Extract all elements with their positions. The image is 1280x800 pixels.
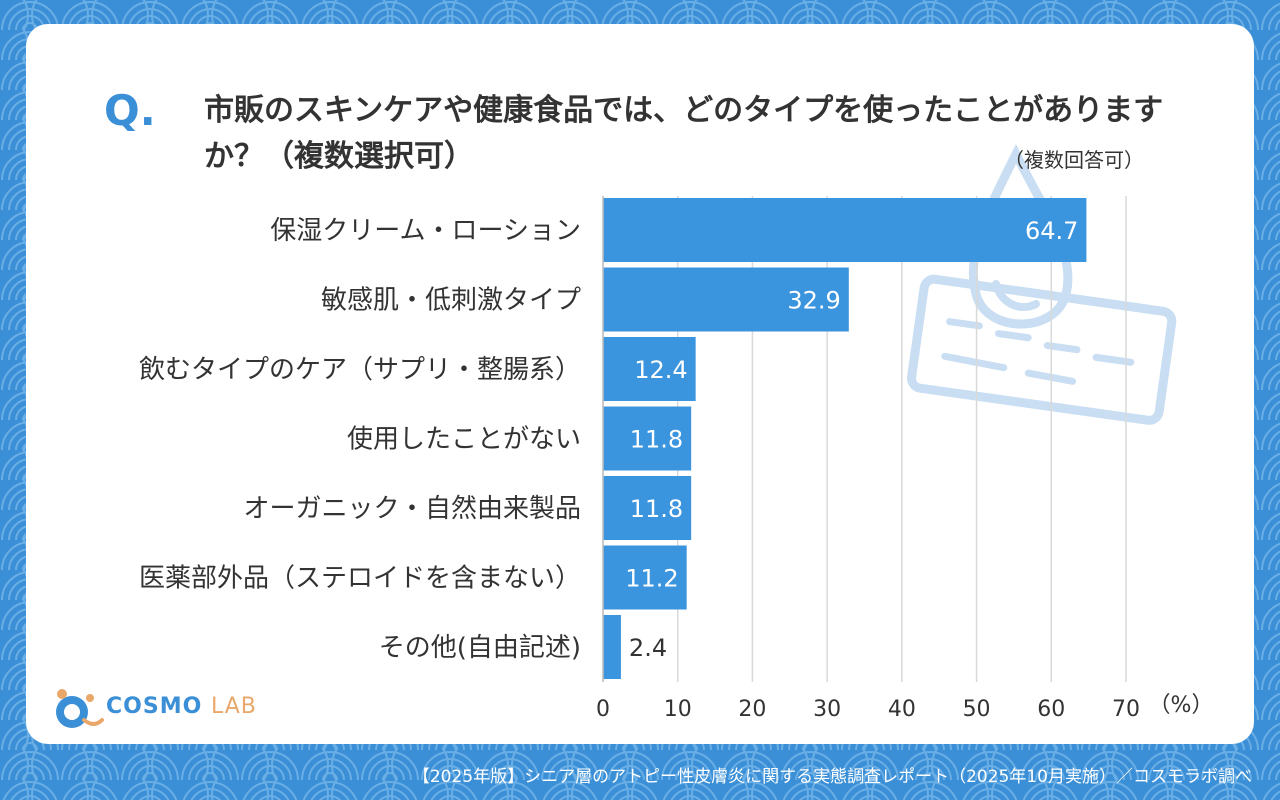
cosmo-lab-logo-icon: [56, 689, 104, 728]
data-label: 2.4: [629, 634, 667, 662]
category-label: 飲むタイプのケア（サプリ・整腸系）: [139, 355, 581, 385]
data-label: 11.2: [625, 565, 678, 593]
category-label: オーガニック・自然由来製品: [244, 494, 581, 524]
x-tick-label: 0: [596, 697, 610, 722]
bar: [603, 406, 692, 471]
chart-card: 0 10 20 30 40 50 60 70 （%） 保湿クリーム・ローション 64.7 敏感肌・低刺…: [26, 24, 1254, 744]
data-label: 11.8: [630, 426, 683, 454]
cosmo-lab-logo-text: COSMO LAB: [106, 694, 257, 719]
bar: [603, 615, 621, 679]
question-title: 市販のスキンケアや健康食品では、どのタイプを使ったことがありますか？（複数選択可…: [204, 93, 1164, 174]
data-label: 11.8: [630, 495, 683, 523]
data-label: 12.4: [634, 356, 687, 384]
bar: [603, 476, 692, 540]
x-tick-label: 30: [813, 697, 841, 722]
bar-chart: 0 10 20 30 40 50 60 70 （%） 保湿クリーム・ローション 64.7 敏感肌・低刺…: [139, 196, 1214, 722]
category-label: 敏感肌・低刺激タイプ: [321, 286, 581, 316]
bar: [603, 198, 1087, 262]
x-tick-label: 70: [1112, 697, 1140, 722]
category-label: 医薬部外品（ステロイドを含まない）: [139, 564, 581, 594]
x-tick-label: 20: [738, 697, 766, 722]
bar: [603, 267, 849, 332]
x-unit-label: （%）: [1149, 693, 1214, 718]
category-label: 使用したことがない: [347, 425, 581, 455]
x-tick-label: 50: [963, 697, 991, 722]
logo-suffix: LAB: [210, 694, 257, 719]
bar: [603, 545, 687, 610]
data-label: 32.9: [787, 287, 840, 315]
x-tick-label: 10: [664, 697, 692, 722]
category-label: 保湿クリーム・ローション: [270, 216, 581, 246]
logo-name: COSMO: [106, 694, 203, 719]
bar: [603, 337, 696, 401]
category-label: その他(自由記述): [379, 633, 581, 663]
x-tick-label: 40: [888, 697, 916, 722]
data-label: 64.7: [1025, 217, 1078, 245]
multiple-answer-note: （複数回答可）: [1004, 148, 1144, 172]
question-mark: Q.: [104, 86, 156, 135]
source-footer: 【2025年版】シニア層のアトピー性皮膚炎に関する実態調査レポート（2025年1…: [412, 767, 1252, 787]
x-tick-label: 60: [1037, 697, 1065, 722]
